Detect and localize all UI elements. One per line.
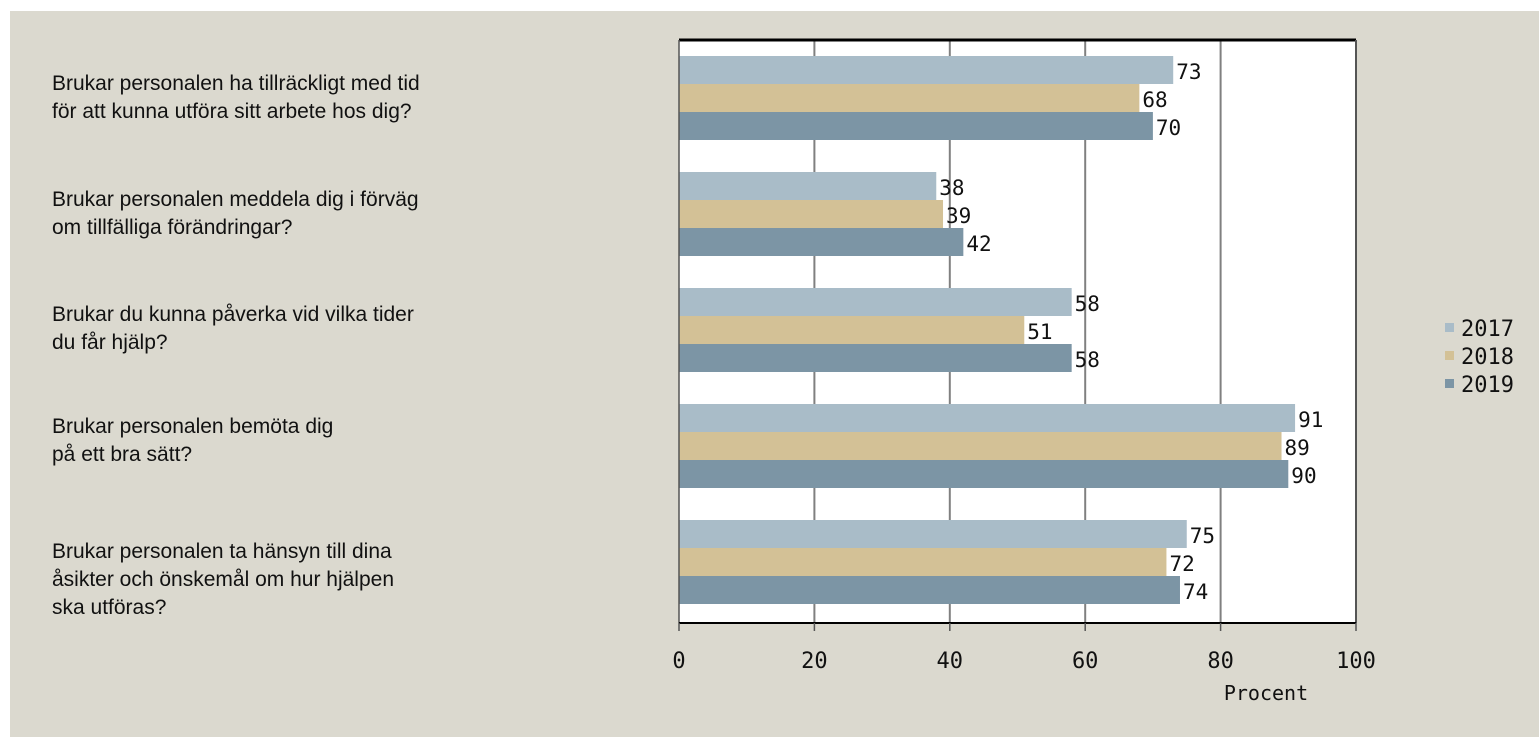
bar-value-label: 73 <box>1176 60 1201 84</box>
bar-value-labels: 73 68 70 38 39 42 58 51 58 91 89 90 75 72 74 <box>939 60 1323 604</box>
bars <box>679 56 1296 604</box>
bar-value-label: 51 <box>1027 320 1052 344</box>
bar-value-label: 58 <box>1075 292 1100 316</box>
question-label-5: Brukar personalen ta hänsyn till dina ås… <box>52 540 395 619</box>
bar-2019-4 <box>679 460 1289 488</box>
bar-2017-2 <box>679 172 937 200</box>
question-label-3: Brukar du kunna påverka vid vilka tider … <box>52 303 414 354</box>
bar-value-label: 89 <box>1285 436 1310 460</box>
bar-2018-1 <box>679 84 1140 112</box>
legend-label-2018: 2018 <box>1461 345 1514 370</box>
x-tick-label: 100 <box>1336 649 1376 674</box>
bar-2019-3 <box>679 344 1072 372</box>
bar-value-label: 42 <box>966 232 991 256</box>
question-label-2: Brukar personalen meddela dig i förväg o… <box>52 188 419 239</box>
bar-value-label: 90 <box>1291 464 1316 488</box>
x-tick-label: 20 <box>801 649 828 674</box>
bar-2018-2 <box>679 200 944 228</box>
bar-value-label: 70 <box>1156 116 1181 140</box>
bar-2018-3 <box>679 316 1025 344</box>
bar-2019-1 <box>679 112 1153 140</box>
bar-2019-5 <box>679 576 1180 604</box>
bar-value-label: 38 <box>939 176 964 200</box>
bar-2019-2 <box>679 228 964 256</box>
bar-2017-4 <box>679 404 1296 432</box>
legend-label-2017: 2017 <box>1461 317 1514 342</box>
question-label-4: Brukar personalen bemöta dig på ett bra … <box>52 415 334 466</box>
bar-2018-5 <box>679 548 1167 576</box>
bar-value-label: 72 <box>1169 552 1194 576</box>
x-tick-label: 40 <box>937 649 964 674</box>
x-axis-title: Procent <box>1224 681 1308 705</box>
legend-swatch-2018 <box>1445 351 1454 360</box>
x-axis-ticks: 0 20 40 60 80 100 <box>672 623 1376 674</box>
bar-value-label: 74 <box>1183 580 1208 604</box>
bar-value-label: 39 <box>946 204 971 228</box>
x-tick-label: 80 <box>1207 649 1234 674</box>
x-tick-label: 60 <box>1072 649 1099 674</box>
legend-swatch-2017 <box>1445 323 1454 332</box>
bar-2017-5 <box>679 520 1187 548</box>
question-label-1: Brukar personalen ha tillräckligt med ti… <box>52 72 420 123</box>
bar-2018-4 <box>679 432 1282 460</box>
legend-label-2019: 2019 <box>1461 373 1514 398</box>
bar-2017-1 <box>679 56 1174 84</box>
bar-value-label: 58 <box>1075 348 1100 372</box>
bar-value-label: 91 <box>1298 408 1323 432</box>
legend-swatch-2019 <box>1445 379 1454 388</box>
bar-value-label: 75 <box>1190 524 1215 548</box>
legend: 2017 2018 2019 <box>1445 317 1514 398</box>
x-tick-label: 0 <box>672 649 685 674</box>
bar-value-label: 68 <box>1142 88 1167 112</box>
bar-2017-3 <box>679 288 1072 316</box>
